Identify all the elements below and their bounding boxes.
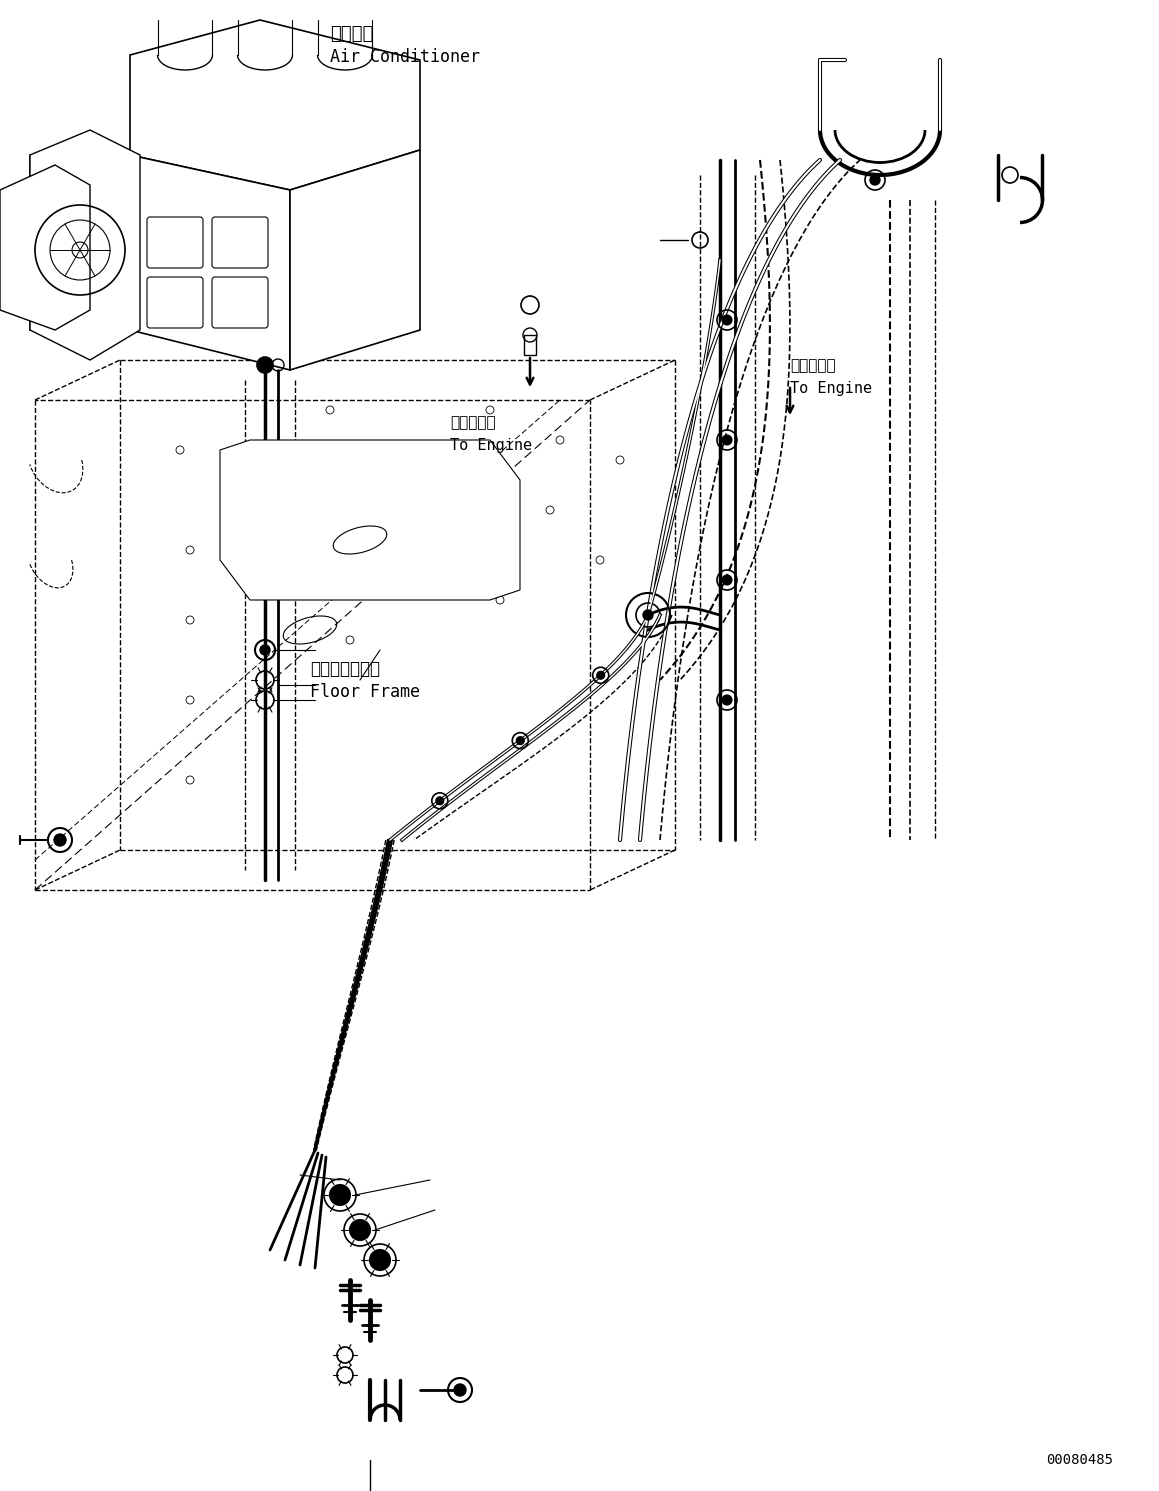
FancyBboxPatch shape	[147, 277, 203, 328]
Polygon shape	[30, 155, 130, 330]
Circle shape	[722, 435, 732, 444]
Circle shape	[643, 610, 653, 620]
Circle shape	[350, 1220, 370, 1241]
Circle shape	[516, 737, 524, 744]
Text: To Engine: To Engine	[450, 438, 532, 453]
Polygon shape	[30, 130, 140, 359]
Text: Floor Frame: Floor Frame	[309, 683, 420, 701]
Text: エアコン: エアコン	[330, 25, 373, 43]
Text: 00080485: 00080485	[1047, 1454, 1114, 1467]
FancyBboxPatch shape	[212, 277, 268, 328]
FancyBboxPatch shape	[212, 218, 268, 268]
Circle shape	[54, 833, 66, 845]
Circle shape	[257, 356, 274, 373]
Text: エンジンへ: エンジンへ	[790, 358, 836, 373]
Circle shape	[454, 1384, 466, 1396]
Polygon shape	[130, 19, 420, 189]
Text: To Engine: To Engine	[790, 382, 872, 397]
Bar	[524, 335, 535, 355]
Circle shape	[260, 646, 270, 655]
Polygon shape	[130, 155, 290, 370]
Text: フロアフレーム: フロアフレーム	[309, 661, 380, 678]
Polygon shape	[0, 166, 90, 330]
Circle shape	[870, 174, 880, 185]
Text: Air Conditioner: Air Conditioner	[330, 48, 480, 66]
Circle shape	[330, 1185, 350, 1205]
Circle shape	[722, 576, 732, 584]
Circle shape	[370, 1249, 389, 1270]
Text: エンジンへ: エンジンへ	[450, 414, 496, 429]
Circle shape	[436, 796, 444, 805]
Circle shape	[722, 695, 732, 705]
Circle shape	[722, 315, 732, 325]
Polygon shape	[220, 440, 520, 599]
FancyBboxPatch shape	[147, 218, 203, 268]
Polygon shape	[290, 151, 420, 370]
Circle shape	[597, 671, 605, 680]
